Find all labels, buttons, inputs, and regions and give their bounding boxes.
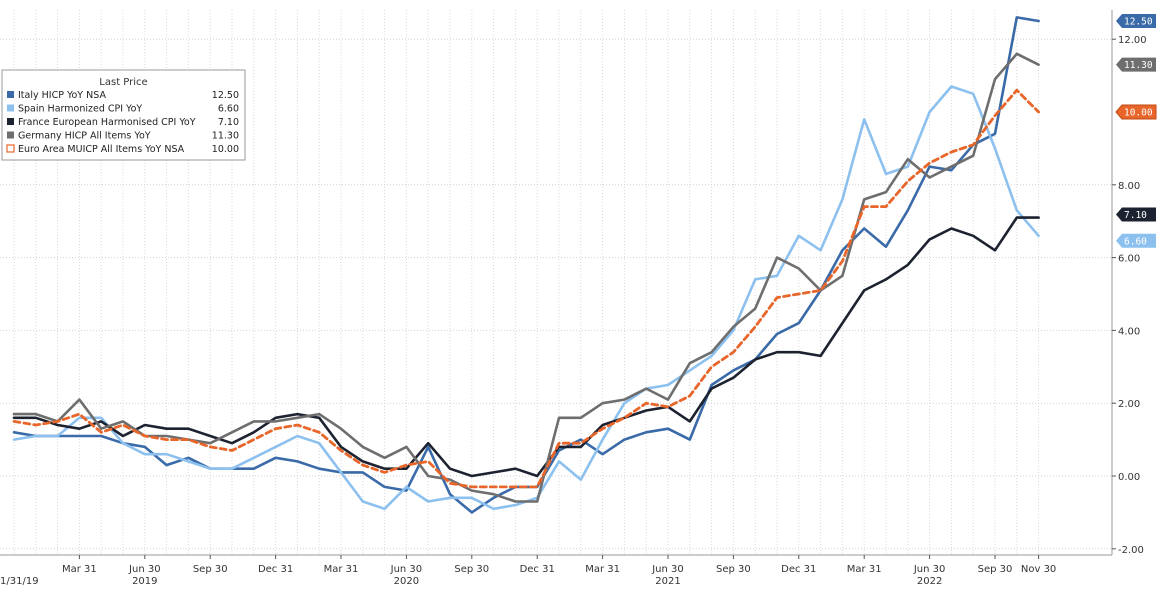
x-tick-label: Sep 30 xyxy=(454,564,489,575)
legend-entry: France European Harmonised CPI YoY 7.10 xyxy=(7,117,239,128)
y-tick-label: 4.00 xyxy=(1118,326,1140,337)
legend-series-name: Germany HICP All Items YoY xyxy=(18,131,151,142)
legend-swatch xyxy=(6,144,15,153)
legend-series-name: Spain Harmonized CPI YoY xyxy=(18,104,142,115)
legend-series-value: 7.10 xyxy=(218,117,239,128)
last-price-tag-bg xyxy=(1115,104,1157,120)
x-tick-label: Mar 31 xyxy=(585,564,620,575)
x-tick-label: Mar 31 xyxy=(324,564,359,575)
grid-lines xyxy=(0,10,1112,555)
last-price-tag-bg xyxy=(1116,57,1156,72)
x-tick-label: Mar 31 xyxy=(62,564,97,575)
x-tick-label: Sep 30 xyxy=(193,564,228,575)
legend-entry: Germany HICP All Items YoY 11.30 xyxy=(7,131,239,142)
last-price-tag-text: 10.00 xyxy=(1124,108,1153,119)
x-year-label: 2019 xyxy=(132,576,157,587)
last-price-tag: 11.30 xyxy=(1116,57,1156,72)
y-tick-label: 6.00 xyxy=(1118,254,1140,265)
x-tick-label: Jun 30 xyxy=(913,564,946,575)
last-price-tag-text: 7.10 xyxy=(1124,210,1147,221)
y-tick-label: 12.00 xyxy=(1118,35,1147,46)
legend-series-name: Euro Area MUICP All Items YoY NSA xyxy=(18,144,185,155)
last-price-tag: 7.10 xyxy=(1116,207,1156,222)
x-tick-label: Mar 31 xyxy=(847,564,882,575)
x-tick-label: Dec 31 xyxy=(520,564,555,575)
y-tick-label: 0.00 xyxy=(1118,472,1140,483)
y-tick-label: -2.00 xyxy=(1118,545,1144,556)
last-price-tag: 6.60 xyxy=(1116,233,1156,248)
legend-series-value: 6.60 xyxy=(218,104,239,115)
last-price-tag: 12.50 xyxy=(1116,14,1156,28)
x-tick-label: Jun 30 xyxy=(651,564,684,575)
x-tick-label: Dec 31 xyxy=(258,564,293,575)
last-price-tag-bg xyxy=(1116,233,1156,248)
last-price-tag-bg xyxy=(1116,207,1156,222)
y-tick-label: 2.00 xyxy=(1118,399,1140,410)
x-tick-label: Sep 30 xyxy=(978,564,1013,575)
series-line-2 xyxy=(12,216,1040,478)
legend: Last Price Italy HICP YoY NSA 12.50 Spain H… xyxy=(1,69,246,161)
legend-box xyxy=(1,69,246,161)
legend-entry: Italy HICP YoY NSA 12.50 xyxy=(7,90,239,101)
legend-swatch xyxy=(7,91,14,98)
x-year-label: 2020 xyxy=(394,576,419,587)
legend-series-value: 11.30 xyxy=(212,131,239,142)
series-line-4 xyxy=(12,88,1040,489)
y-tick-label: 8.00 xyxy=(1118,181,1140,192)
legend-series-name: France European Harmonised CPI YoY xyxy=(18,117,196,128)
x-tick-label: Jun 30 xyxy=(390,564,423,575)
last-price-tag: 10.00 xyxy=(1115,104,1157,120)
legend-series-name: Italy HICP YoY NSA xyxy=(18,90,106,101)
last-price-tag-text: 11.30 xyxy=(1124,60,1153,71)
x-start-date-label: 1/31/19 xyxy=(0,576,39,587)
legend-title: Last Price xyxy=(99,77,147,88)
x-year-label: 2021 xyxy=(655,576,680,587)
x-tick-label: Nov 30 xyxy=(1021,564,1056,575)
axis-labels: -2.00 0.00 2.00 4.00 6.00 8.00 12.00 Mar 31 Jun … xyxy=(0,10,1147,587)
series-lines xyxy=(12,16,1040,514)
last-price-tag-bg xyxy=(1116,14,1156,28)
legend-entry: Euro Area MUICP All Items YoY NSA 10.00 xyxy=(6,144,239,155)
x-tick-label: Dec 31 xyxy=(781,564,816,575)
x-tick-label: Sep 30 xyxy=(716,564,751,575)
legend-swatch xyxy=(7,118,14,125)
last-price-tag-text: 6.60 xyxy=(1124,236,1147,247)
x-tick-label: Jun 30 xyxy=(128,564,161,575)
legend-entry: Spain Harmonized CPI YoY 6.60 xyxy=(7,104,239,115)
legend-swatch xyxy=(7,104,14,112)
x-year-label: 2022 xyxy=(917,576,942,587)
legend-series-value: 10.00 xyxy=(212,144,239,155)
legend-swatch xyxy=(7,131,14,139)
last-price-tags: 12.50 6.60 7.10 11.30 10.00 xyxy=(1115,14,1157,248)
legend-series-value: 12.50 xyxy=(212,90,239,101)
last-price-tag-text: 12.50 xyxy=(1124,17,1153,28)
